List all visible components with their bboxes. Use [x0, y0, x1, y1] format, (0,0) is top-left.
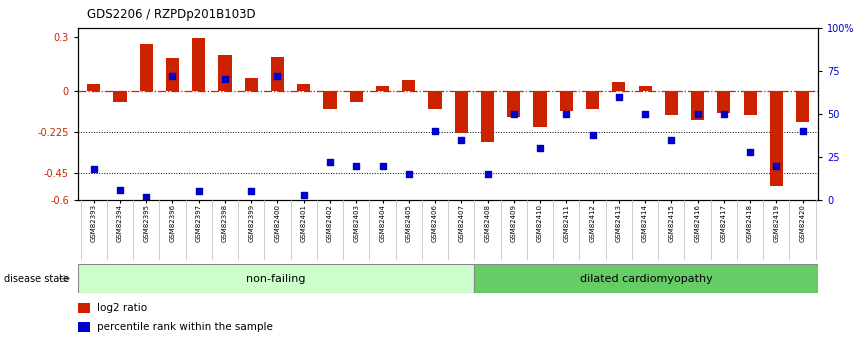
Point — [507, 111, 520, 117]
Point — [113, 187, 127, 193]
Text: percentile rank within the sample: percentile rank within the sample — [97, 322, 273, 332]
Bar — [297, 84, 310, 91]
Point — [428, 128, 442, 134]
Point — [191, 189, 205, 194]
Point — [533, 146, 547, 151]
Point — [402, 171, 416, 177]
Bar — [139, 44, 152, 91]
Bar — [455, 91, 468, 133]
Bar — [166, 58, 179, 91]
Bar — [612, 82, 625, 91]
Point — [717, 111, 731, 117]
Bar — [691, 91, 704, 120]
Point — [139, 194, 153, 199]
Bar — [78, 264, 475, 293]
Point — [612, 94, 626, 99]
Point — [323, 159, 337, 165]
Bar — [402, 80, 416, 91]
Bar — [475, 264, 818, 293]
Bar — [717, 91, 730, 113]
Bar — [113, 91, 126, 102]
Point — [297, 192, 311, 198]
Point — [87, 166, 100, 172]
Point — [244, 189, 258, 194]
Bar — [87, 84, 100, 91]
Text: log2 ratio: log2 ratio — [97, 303, 147, 313]
Bar — [665, 91, 678, 115]
Point — [769, 163, 783, 168]
Bar — [796, 91, 809, 122]
Bar — [586, 91, 599, 109]
Bar — [481, 91, 494, 142]
Point — [796, 128, 810, 134]
Point — [349, 163, 363, 168]
Bar — [376, 86, 389, 91]
Point — [638, 111, 652, 117]
Point — [376, 163, 390, 168]
Point — [585, 132, 599, 137]
Bar — [78, 322, 90, 332]
Bar — [429, 91, 442, 109]
Bar — [218, 55, 231, 91]
Point — [691, 111, 705, 117]
Point — [455, 137, 469, 142]
Point — [481, 171, 494, 177]
Bar — [78, 303, 90, 313]
Text: non-failing: non-failing — [247, 274, 306, 284]
Bar — [245, 78, 258, 91]
Point — [559, 111, 573, 117]
Bar — [559, 91, 573, 111]
Bar — [770, 91, 783, 186]
Text: disease state: disease state — [4, 274, 69, 284]
Bar — [323, 91, 337, 109]
Bar — [271, 57, 284, 91]
Point — [270, 73, 284, 79]
Bar — [744, 91, 757, 115]
Bar — [638, 86, 651, 91]
Text: GDS2206 / RZPDp201B103D: GDS2206 / RZPDp201B103D — [87, 8, 255, 21]
Bar — [192, 39, 205, 91]
Point — [165, 73, 179, 79]
Text: dilated cardiomyopathy: dilated cardiomyopathy — [580, 274, 713, 284]
Point — [218, 77, 232, 82]
Point — [743, 149, 757, 155]
Bar — [533, 91, 546, 127]
Bar — [350, 91, 363, 102]
Bar — [507, 91, 520, 117]
Point — [664, 137, 678, 142]
